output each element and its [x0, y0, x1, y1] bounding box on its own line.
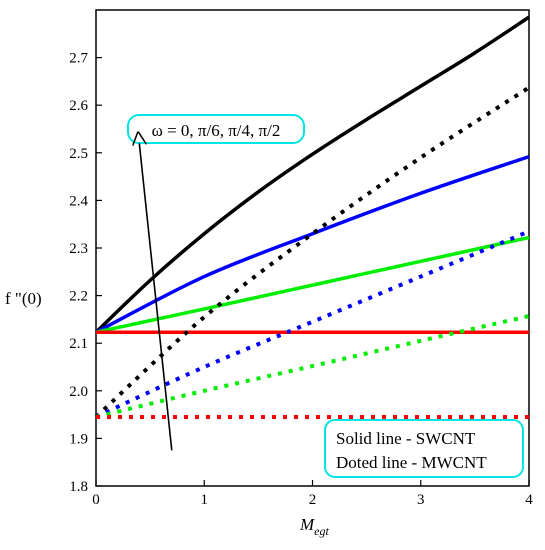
series-dotted-black-line	[94, 85, 531, 419]
legend-box	[324, 419, 524, 478]
y-tick-label: 2.3	[69, 241, 88, 257]
y-tick-label: 2.1	[69, 336, 88, 352]
x-axis-ticks: 0 1 2 3 4	[92, 480, 533, 508]
y-tick-label: 2.7	[69, 51, 88, 67]
y-tick-label: 1.9	[69, 431, 88, 447]
series-solid-green-line	[95, 235, 530, 334]
x-tick-label: 4	[525, 492, 533, 508]
omega-arrow	[139, 143, 173, 451]
x-axis-label-sub: egt	[314, 524, 329, 538]
series-dotted-blue-line	[95, 229, 530, 419]
series-dotted-green-line	[95, 314, 530, 419]
y-tick-label: 1.8	[69, 479, 88, 495]
y-tick-label: 2.2	[69, 289, 88, 305]
y-tick-label: 2.4	[69, 193, 88, 209]
y-axis-ticks: 1.8 1.9 2.0 2.1 2.2 2.3 2.4 2.5 2.6 2.7	[69, 51, 102, 495]
x-axis-label: Megt	[299, 515, 329, 538]
series-group	[94, 15, 531, 419]
x-tick-label: 2	[309, 492, 317, 508]
legend-dotted-line: Doted line - MWCNT	[336, 453, 487, 472]
plot-frame	[95, 9, 530, 487]
y-tick-label: 2.5	[69, 146, 88, 162]
series-solid-blue-line	[95, 154, 530, 334]
series-solid-black-line	[94, 15, 530, 334]
y-tick-label: 2.6	[69, 98, 88, 114]
x-tick-label: 0	[92, 492, 100, 508]
x-axis-label-main: M	[299, 515, 315, 534]
legend-solid-line: Solid line - SWCNT	[336, 429, 476, 448]
y-tick-label: 2.0	[69, 384, 88, 400]
x-tick-label: 3	[417, 492, 425, 508]
x-tick-label: 1	[201, 492, 209, 508]
omega-annotation-box	[127, 114, 305, 144]
omega-annotation-text: ω = 0, π/6, π/4, π/2	[152, 121, 281, 140]
y-axis-label: f "(0)	[5, 289, 42, 308]
